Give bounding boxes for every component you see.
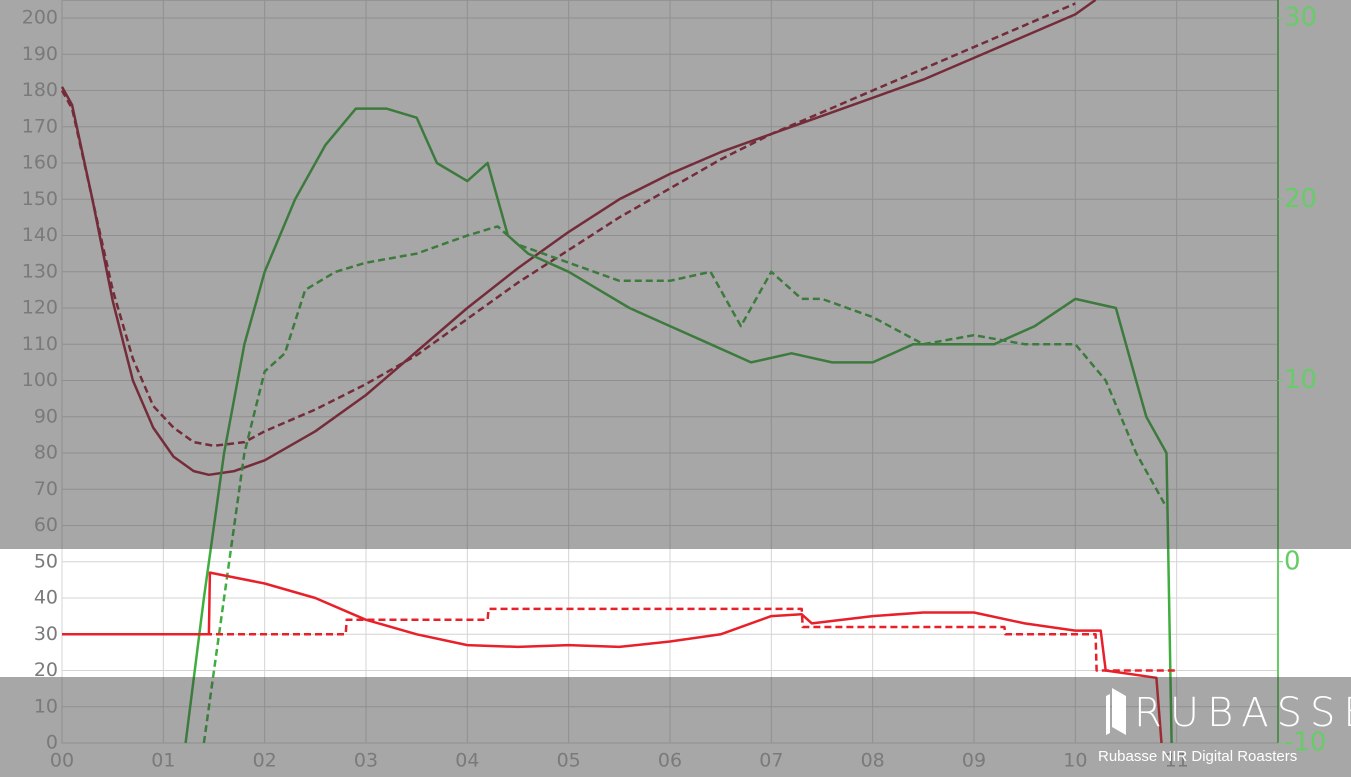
y-tick-label: 10 [34,695,58,717]
y2-tick-label: 20 [1284,184,1317,214]
shade-top [0,0,1351,549]
labels: 0102030405060708090100110120130140150160… [22,3,1327,772]
y-tick-label: 30 [34,623,58,645]
x-tick-label: 08 [861,750,885,772]
y-tick-label: 160 [22,152,58,174]
x-tick-label: 06 [658,750,682,772]
y-tick-label: 140 [22,224,58,246]
y2-tick-label: 30 [1284,3,1317,33]
y-tick-label: 100 [22,369,58,391]
y2-tick-label: 10 [1284,365,1317,395]
y-tick-label: 170 [22,115,58,137]
y-tick-label: 60 [34,514,58,536]
logo-icon [1106,688,1126,735]
y-tick-label: 80 [34,442,58,464]
plot [60,0,1279,744]
y-tick-label: 70 [34,478,58,500]
x-tick-label: 01 [151,750,175,772]
x-tick-label: 04 [455,750,479,772]
y-tick-label: 90 [34,405,58,427]
x-tick-label: 03 [354,750,378,772]
logo: RUBASSE Rubasse NIR Digital Roasters [1098,688,1351,765]
series-line [60,0,1097,477]
x-tick-label: 09 [962,750,986,772]
x-tick-label: 02 [253,750,277,772]
series-line [62,607,1177,672]
y-tick-label: 200 [22,7,58,29]
x-tick-label: 07 [759,750,783,772]
series-line [184,107,1173,744]
y-tick-label: 40 [34,587,58,609]
y-tick-label: 50 [34,550,58,572]
y-tick-label: 130 [22,260,58,282]
y-tick-label: 110 [22,333,58,355]
y-tick-label: 150 [22,188,58,210]
tagline: Rubasse NIR Digital Roasters [1098,748,1297,765]
x-tick-label: 00 [50,750,74,772]
x-tick-label: 11 [1165,750,1189,772]
y-tick-label: 180 [22,79,58,101]
y-tick-label: 20 [34,659,58,681]
series-line [62,571,1163,744]
series-line [60,2,1076,448]
y-tick-label: 120 [22,297,58,319]
y-tick-label: 0 [46,732,58,754]
y2-tick-label: -10 [1284,728,1326,758]
y2-tick-label: 0 [1284,546,1301,576]
logo-text: RUBASSE [1134,690,1351,736]
x-tick-label: 10 [1063,750,1087,772]
y-tick-label: 190 [22,43,58,65]
x-tick-label: 05 [557,750,581,772]
